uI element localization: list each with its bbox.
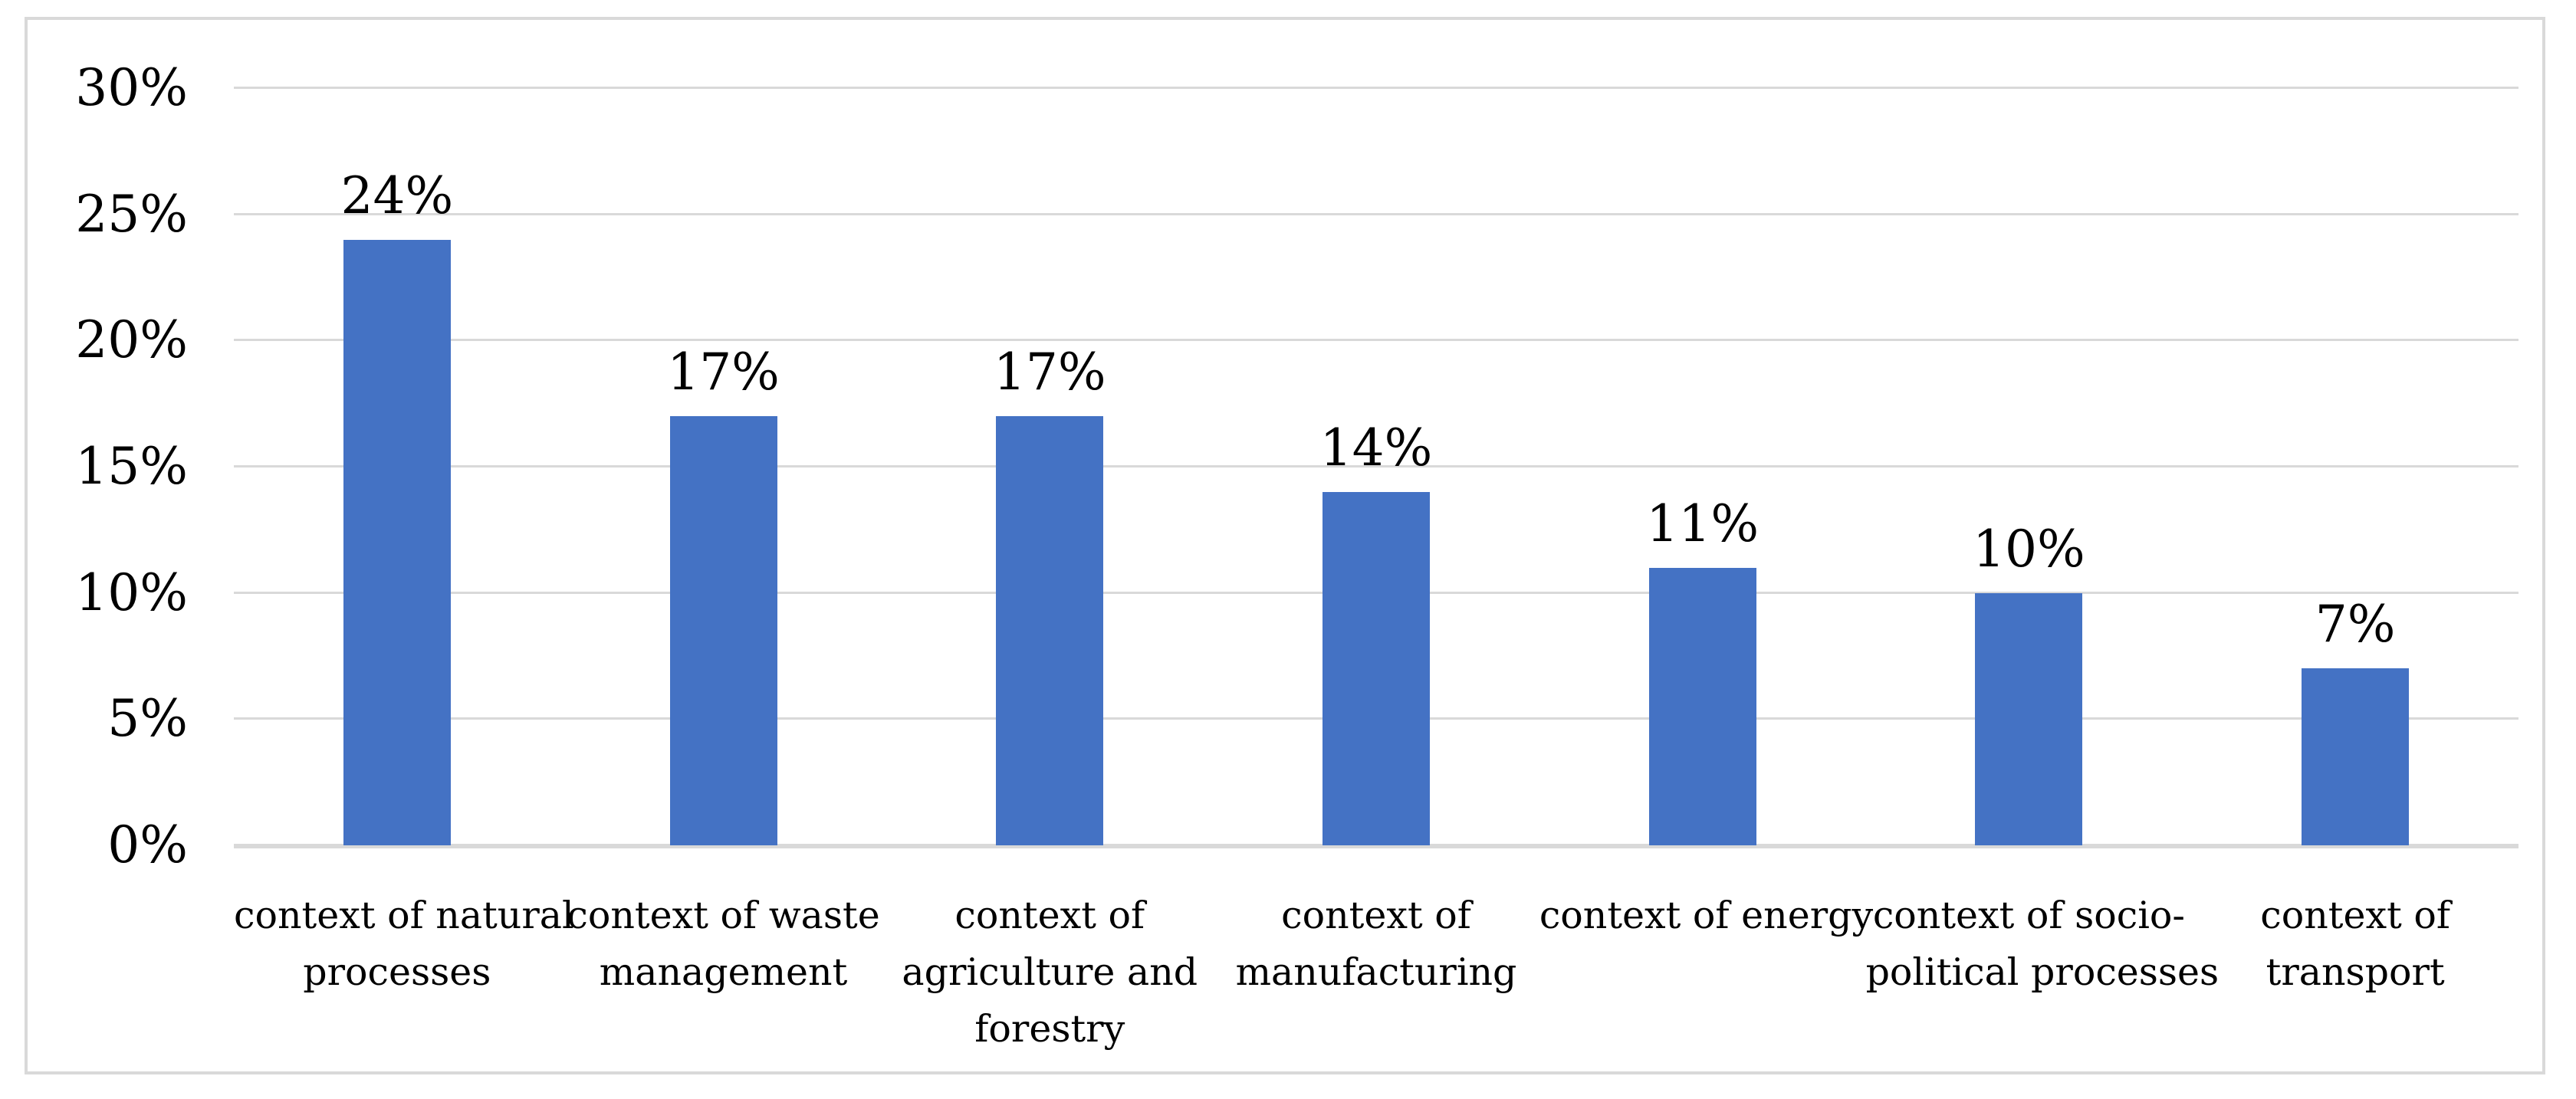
bar-4: [1322, 492, 1430, 845]
category-label-4: context of manufacturing: [1213, 887, 1539, 1001]
bar-7: [2302, 668, 2410, 845]
gridline-20: [234, 339, 2518, 342]
bar-slot-3: 17%: [886, 88, 1213, 845]
y-tick-label-0: 0%: [107, 815, 188, 874]
bar-value-label-4: 14%: [1319, 418, 1433, 477]
category-label-line-6-1: context of socio-: [1872, 894, 2185, 937]
x-axis-line: [234, 844, 2518, 848]
gridline-15: [234, 465, 2518, 467]
bar-value-label-1: 24%: [340, 166, 454, 225]
category-label-line-2-1: context of waste: [567, 894, 880, 937]
bar-slot-6: 10%: [1866, 88, 2193, 845]
bar-2: [669, 416, 777, 845]
category-label-line-3-1: context of: [955, 894, 1145, 937]
bar-slot-1: 24%: [234, 88, 560, 845]
category-label-7: context of transport: [2192, 887, 2518, 1001]
bar-slot-5: 11%: [1539, 88, 1866, 845]
bar-value-label-7: 7%: [2315, 595, 2396, 654]
bar-value-label-5: 11%: [1646, 494, 1760, 553]
x-axis: context of natural processes context of wa…: [234, 887, 2518, 1079]
bar-1: [343, 240, 451, 845]
category-label-6: context of socio-political processes: [1865, 887, 2220, 1001]
gridline-25: [234, 212, 2518, 215]
y-axis: 0% 5% 10% 15% 20% 25% 30%: [23, 58, 188, 874]
gridline-30: [234, 87, 2518, 89]
bar-value-label-6: 10%: [1973, 520, 2085, 579]
bar-slot-7: 7%: [2192, 88, 2518, 845]
category-label-5: context of energy: [1539, 887, 1874, 944]
category-label-line-7-2: transport: [2266, 950, 2445, 994]
bar-slot-4: 14%: [1213, 88, 1539, 845]
y-tick-label-15: 15%: [75, 437, 188, 496]
category-label-3: context of agriculture and forestry: [886, 887, 1213, 1058]
category-label-1: context of natural processes: [234, 887, 574, 1001]
bar-5: [1648, 568, 1756, 845]
category-label-line-3-3: forestry: [974, 1007, 1125, 1051]
bar-6: [1975, 593, 2083, 845]
bars: 24% 17% 17% 14% 11% 10% 7%: [234, 88, 2518, 845]
bar-slot-2: 17%: [560, 88, 887, 845]
category-label-line-1-1: context of natural: [234, 894, 574, 937]
y-tick-label-30: 30%: [75, 58, 188, 117]
bar-3: [996, 416, 1104, 845]
category-label-line-4-2: manufacturing: [1235, 950, 1517, 994]
bar-value-label-3: 17%: [993, 343, 1106, 402]
category-label-line-6-2: political processes: [1865, 950, 2220, 994]
category-label-line-4-1: context of: [1281, 894, 1471, 937]
y-tick-label-20: 20%: [75, 310, 188, 370]
y-tick-label-10: 10%: [75, 563, 188, 622]
category-label-line-3-2: agriculture and: [902, 950, 1198, 994]
category-label-line-7-1: context of: [2260, 894, 2450, 937]
y-tick-label-25: 25%: [75, 184, 188, 244]
bar-value-label-2: 17%: [667, 343, 780, 402]
category-label-line-2-2: management: [599, 950, 848, 994]
plot-area: 24% 17% 17% 14% 11% 10% 7%: [234, 87, 2518, 848]
category-label-line-5-1: context of energy: [1539, 894, 1874, 937]
category-label-2: context of waste management: [560, 887, 887, 1001]
category-label-line-1-2: processes: [303, 950, 491, 994]
y-tick-label-5: 5%: [107, 689, 188, 749]
